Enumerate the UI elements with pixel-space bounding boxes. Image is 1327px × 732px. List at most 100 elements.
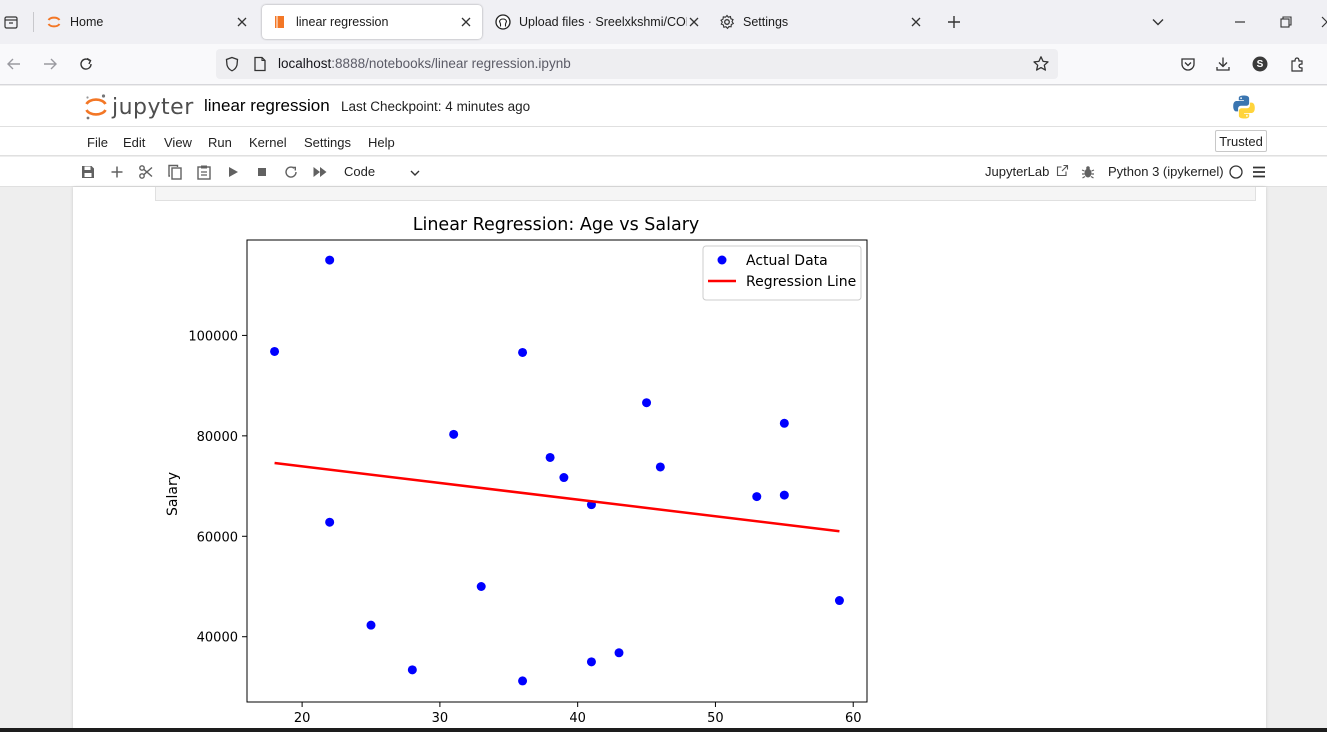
pocket-icon[interactable] (1178, 54, 1198, 74)
data-point (834, 596, 844, 606)
notebook-favicon-icon (272, 14, 288, 30)
reload-icon[interactable] (76, 54, 96, 74)
legend-box (702, 245, 862, 301)
jupyter-logo[interactable]: jupyter (84, 92, 194, 122)
shield-icon[interactable] (224, 56, 240, 72)
restart-run-all-icon[interactable] (312, 164, 328, 180)
tab-separator (33, 12, 34, 32)
debugger-bug-icon[interactable] (1080, 164, 1096, 180)
hamburger-menu-icon[interactable] (1251, 164, 1267, 180)
close-tab-icon[interactable] (458, 14, 474, 30)
data-point (518, 347, 528, 357)
data-point (655, 462, 665, 472)
x-tick-label: 40 (569, 711, 586, 726)
new-tab-button[interactable] (944, 12, 964, 32)
run-cell-icon[interactable] (225, 164, 241, 180)
interrupt-kernel-icon[interactable] (254, 164, 270, 180)
minimize-window-icon[interactable] (1230, 12, 1250, 32)
x-tick-label: 20 (294, 711, 311, 726)
save-icon[interactable] (80, 164, 96, 180)
legend-marker-scatter (717, 255, 727, 265)
open-in-jupyterlab-link[interactable]: JupyterLab (985, 164, 1069, 179)
jupyterlab-label: JupyterLab (985, 164, 1050, 179)
github-favicon-icon (495, 14, 511, 30)
menu-settings[interactable]: Settings (304, 135, 351, 150)
data-point (559, 473, 569, 483)
data-point (518, 676, 528, 686)
restart-kernel-icon[interactable] (283, 164, 299, 180)
list-all-tabs-chevron-down-icon[interactable] (1148, 12, 1168, 32)
tab-upload-files[interactable]: Upload files · Sreelxkshmi/CODT (486, 5, 704, 39)
data-point (366, 620, 376, 630)
tab-title: Upload files · Sreelxkshmi/CODT (519, 15, 687, 29)
x-tick-label: 50 (707, 711, 724, 726)
forward-arrow-icon[interactable] (40, 54, 60, 74)
kernel-name[interactable]: Python 3 (ipykernel) (1108, 164, 1224, 179)
close-tab-icon[interactable] (686, 14, 702, 30)
menu-run[interactable]: Run (208, 135, 232, 150)
chevron-down-icon[interactable] (409, 166, 421, 178)
taskbar-strip (0, 728, 1327, 732)
menu-view[interactable]: View (164, 135, 192, 150)
python-logo-icon (1231, 94, 1257, 120)
jupyter-header: jupyter linear regression Last Checkpoin… (0, 86, 1327, 127)
kernel-status-idle-icon (1228, 164, 1244, 180)
url-text[interactable]: localhost:8888/notebooks/linear regressi… (278, 56, 571, 71)
tab-settings[interactable]: Settings (710, 5, 932, 39)
data-point (614, 648, 624, 658)
tab-overview-icon[interactable] (0, 10, 22, 34)
jupyter-favicon-icon (46, 14, 62, 30)
y-tick-label: 60000 (197, 530, 238, 545)
jupyter-menubar: File Edit View Run Kernel Settings Help … (0, 127, 1327, 156)
add-cell-icon[interactable] (109, 164, 125, 180)
scatter-plot-figure: Linear Regression: Age vs Salary 20 30 40 5… (165, 215, 868, 726)
copy-icon[interactable] (167, 164, 183, 180)
data-point (407, 665, 417, 675)
notebook-sheet: Linear Regression: Age vs Salary 20 30 40 5… (73, 187, 1266, 732)
url-host: localhost (278, 56, 332, 71)
data-point (752, 492, 762, 502)
tab-linear-regression[interactable]: linear regression (262, 5, 482, 39)
browser-tab-strip: Home linear regression Upload files · Sr… (0, 0, 1327, 44)
page-info-icon[interactable] (252, 56, 268, 72)
close-tab-icon[interactable] (908, 14, 924, 30)
jupyter-logo-icon (85, 94, 107, 120)
legend-entry-label: Actual Data (746, 253, 828, 269)
data-point (449, 429, 459, 439)
profile-avatar[interactable]: S (1250, 54, 1270, 74)
url-bar[interactable]: localhost:8888/notebooks/linear regressi… (216, 49, 1058, 79)
notebook-panel: Linear Regression: Age vs Salary 20 30 40 5… (0, 187, 1327, 732)
tab-home[interactable]: Home (36, 5, 258, 39)
tab-title: linear regression (296, 15, 389, 29)
close-window-icon[interactable] (1317, 12, 1327, 32)
x-tick-label: 60 (845, 711, 862, 726)
url-path: :8888/notebooks/linear regression.ipynb (331, 56, 571, 71)
menu-edit[interactable]: Edit (123, 135, 146, 150)
restore-window-icon[interactable] (1276, 12, 1296, 32)
previous-cell-input[interactable] (155, 187, 1256, 201)
legend-entry-label: Regression Line (746, 274, 856, 290)
x-tick-label: 30 (432, 711, 449, 726)
cut-icon[interactable] (138, 164, 154, 180)
y-tick-label: 80000 (197, 430, 238, 445)
close-tab-icon[interactable] (234, 14, 250, 30)
gear-icon (719, 14, 735, 30)
data-point (779, 418, 789, 428)
menu-help[interactable]: Help (368, 135, 395, 150)
paste-icon[interactable] (196, 164, 212, 180)
last-checkpoint: Last Checkpoint: 4 minutes ago (341, 99, 531, 114)
trusted-indicator[interactable]: Trusted (1215, 130, 1267, 152)
notebook-toolbar: Code JupyterLab Python 3 (ipykernel) (0, 157, 1327, 187)
downloads-icon[interactable] (1213, 54, 1233, 74)
menu-file[interactable]: File (87, 135, 108, 150)
notebook-title[interactable]: linear regression (204, 96, 330, 115)
extensions-icon[interactable] (1287, 54, 1307, 74)
bookmark-star-icon[interactable] (1032, 55, 1050, 73)
data-point (586, 657, 596, 667)
data-point (325, 255, 335, 265)
cell-type-select[interactable]: Code (344, 164, 376, 179)
browser-navigation-bar: localhost:8888/notebooks/linear regressi… (0, 44, 1327, 85)
y-tick-label: 40000 (197, 631, 238, 646)
back-arrow-icon[interactable] (4, 54, 24, 74)
menu-kernel[interactable]: Kernel (249, 135, 287, 150)
